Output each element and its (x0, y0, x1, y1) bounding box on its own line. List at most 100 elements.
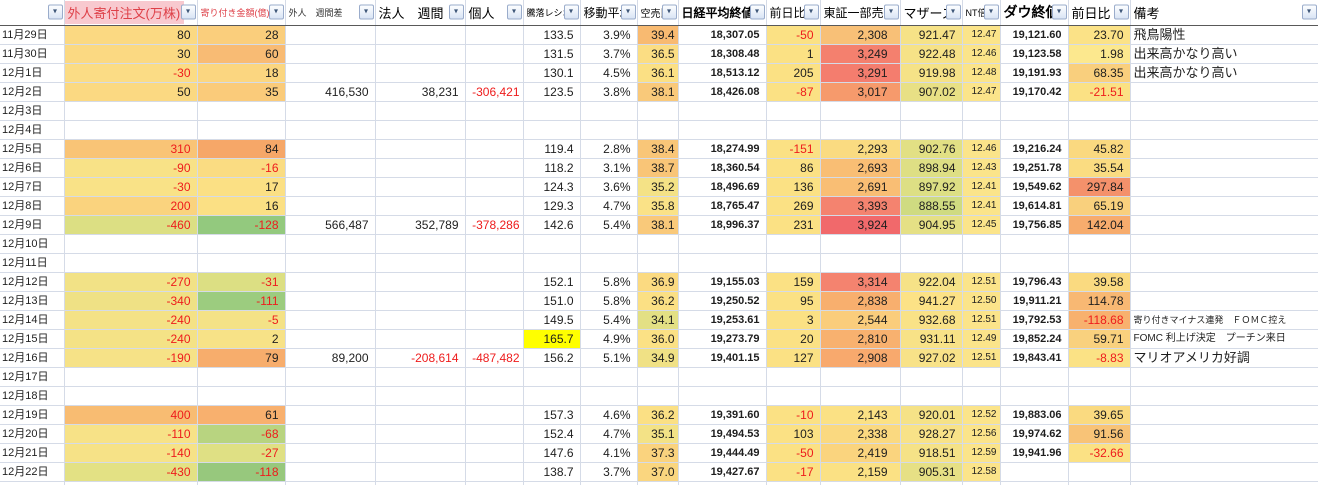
date-cell[interactable]: 12月16日 (0, 348, 65, 368)
cell-q[interactable]: 飛鳥陽性 (1130, 25, 1318, 45)
date-cell[interactable]: 11月30日 (0, 44, 65, 64)
cell-k[interactable]: 159 (766, 272, 821, 292)
date-cell[interactable]: 12月17日 (0, 367, 65, 387)
cell-d[interactable] (285, 481, 376, 485)
cell-l[interactable]: 2,693 (820, 158, 901, 178)
cell-j[interactable]: 19,273.79 (678, 329, 767, 349)
cell-h[interactable] (580, 253, 638, 273)
filter-dropdown-icon[interactable]: ▾ (1301, 4, 1317, 20)
cell-e[interactable] (375, 291, 466, 311)
cell-e[interactable] (375, 63, 466, 83)
cell-e[interactable] (375, 272, 466, 292)
cell-j[interactable]: 18,307.05 (678, 25, 767, 45)
cell-p[interactable]: -21.51 (1068, 82, 1131, 102)
date-cell[interactable]: 12月7日 (0, 177, 65, 197)
filter-dropdown-icon[interactable]: ▾ (749, 4, 765, 20)
cell-k[interactable]: 3 (766, 310, 821, 330)
cell-p[interactable]: -32.66 (1068, 443, 1131, 463)
cell-g[interactable] (523, 234, 581, 254)
cell-j[interactable]: 18,996.37 (678, 215, 767, 235)
cell-f[interactable] (465, 158, 524, 178)
cell-e[interactable]: 352,789 (375, 215, 466, 235)
cell-p[interactable] (1068, 234, 1131, 254)
date-cell[interactable]: 12月20日 (0, 424, 65, 444)
cell-f[interactable] (465, 329, 524, 349)
cell-o[interactable]: 19,170.42 (1000, 82, 1069, 102)
cell-d[interactable] (285, 405, 376, 425)
cell-b[interactable]: -110 (64, 424, 198, 444)
cell-j[interactable] (678, 234, 767, 254)
cell-g[interactable]: 129.3 (523, 196, 581, 216)
cell-l[interactable]: 2,838 (820, 291, 901, 311)
cell-b[interactable] (64, 120, 198, 140)
cell-o[interactable] (1000, 234, 1069, 254)
cell-c[interactable] (197, 234, 286, 254)
cell-h[interactable]: 3.7% (580, 44, 638, 64)
cell-n[interactable]: 12.59 (962, 443, 1001, 463)
cell-d[interactable] (285, 424, 376, 444)
cell-b[interactable]: -270 (64, 272, 198, 292)
cell-k[interactable] (766, 367, 821, 387)
cell-h[interactable]: 4.5% (580, 63, 638, 83)
cell-f[interactable] (465, 386, 524, 406)
filter-dropdown-icon[interactable]: ▾ (448, 4, 464, 20)
cell-g[interactable]: 152.4 (523, 424, 581, 444)
cell-h[interactable] (580, 120, 638, 140)
cell-d[interactable] (285, 101, 376, 121)
cell-f[interactable] (465, 443, 524, 463)
cell-c[interactable] (197, 101, 286, 121)
cell-j[interactable]: 19,155.03 (678, 272, 767, 292)
date-cell[interactable]: 12月2日 (0, 82, 65, 102)
cell-o[interactable]: 19,121.60 (1000, 25, 1069, 45)
cell-d[interactable] (285, 310, 376, 330)
cell-f[interactable] (465, 291, 524, 311)
cell-i[interactable]: 35.1 (637, 424, 679, 444)
cell-i[interactable]: 38.4 (637, 139, 679, 159)
cell-b[interactable]: 310 (64, 139, 198, 159)
cell-f[interactable] (465, 424, 524, 444)
cell-h[interactable]: 4.7% (580, 424, 638, 444)
cell-c[interactable] (197, 481, 286, 485)
cell-e[interactable] (375, 196, 466, 216)
cell-c[interactable] (197, 386, 286, 406)
cell-d[interactable] (285, 158, 376, 178)
cell-i[interactable] (637, 481, 679, 485)
cell-d[interactable]: 89,200 (285, 348, 376, 368)
cell-n[interactable] (962, 101, 1001, 121)
cell-k[interactable]: 231 (766, 215, 821, 235)
cell-n[interactable]: 12.45 (962, 215, 1001, 235)
cell-m[interactable]: 927.02 (900, 348, 963, 368)
cell-g[interactable]: 157.3 (523, 405, 581, 425)
cell-e[interactable] (375, 386, 466, 406)
filter-dropdown-icon[interactable]: ▾ (563, 4, 579, 20)
cell-m[interactable]: 919.98 (900, 63, 963, 83)
cell-g[interactable]: 118.2 (523, 158, 581, 178)
cell-l[interactable]: 3,017 (820, 82, 901, 102)
cell-m[interactable]: 920.01 (900, 405, 963, 425)
date-cell[interactable]: 12月21日 (0, 443, 65, 463)
cell-e[interactable] (375, 405, 466, 425)
cell-o[interactable]: 19,614.81 (1000, 196, 1069, 216)
cell-i[interactable] (637, 101, 679, 121)
filter-dropdown-icon[interactable]: ▾ (1113, 4, 1129, 20)
cell-h[interactable] (580, 367, 638, 387)
cell-e[interactable] (375, 443, 466, 463)
cell-k[interactable]: -50 (766, 25, 821, 45)
cell-p[interactable]: 65.19 (1068, 196, 1131, 216)
cell-c[interactable]: 79 (197, 348, 286, 368)
cell-g[interactable]: 165.7 (523, 329, 581, 349)
cell-n[interactable]: 12.47 (962, 25, 1001, 45)
cell-b[interactable]: 400 (64, 405, 198, 425)
cell-n[interactable]: 12.47 (962, 82, 1001, 102)
cell-l[interactable]: 2,544 (820, 310, 901, 330)
cell-h[interactable] (580, 386, 638, 406)
cell-m[interactable] (900, 367, 963, 387)
cell-c[interactable]: 61 (197, 405, 286, 425)
cell-b[interactable]: -240 (64, 329, 198, 349)
cell-g[interactable] (523, 253, 581, 273)
cell-j[interactable]: 19,250.52 (678, 291, 767, 311)
cell-p[interactable]: 68.35 (1068, 63, 1131, 83)
cell-n[interactable]: 12.46 (962, 44, 1001, 64)
cell-n[interactable] (962, 253, 1001, 273)
cell-p[interactable] (1068, 386, 1131, 406)
